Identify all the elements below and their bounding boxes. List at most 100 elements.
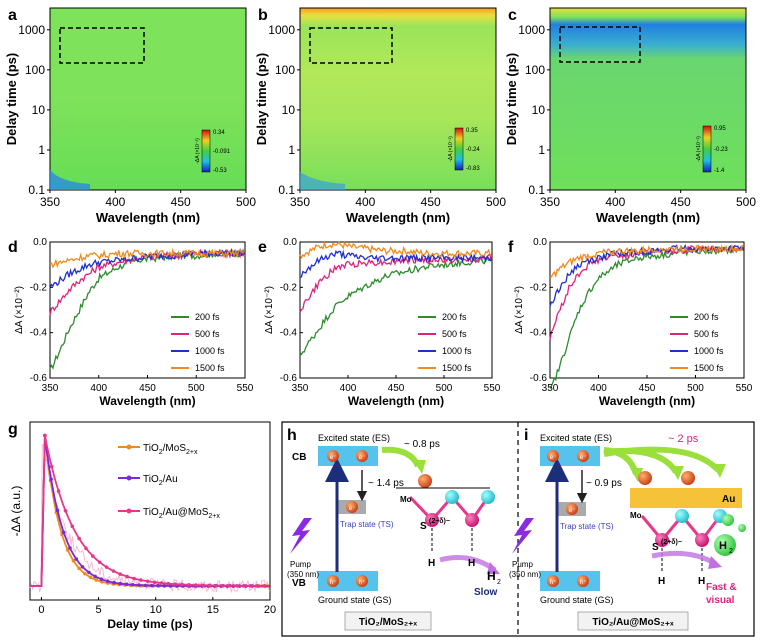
au-label: Au xyxy=(722,494,735,505)
h2-label-h: H xyxy=(487,569,496,583)
legend-label: 200 fs xyxy=(694,312,719,322)
data-point xyxy=(193,583,198,587)
colorbar-title: -ΔA (×10⁻²) xyxy=(195,138,201,164)
x-tick-label: 350 xyxy=(290,195,310,209)
data-point xyxy=(84,546,88,551)
x-tick-label: 500 xyxy=(436,383,453,394)
x-tick-label: 450 xyxy=(388,383,405,394)
y-tick-label: -0.6 xyxy=(280,373,298,384)
data-point xyxy=(131,582,135,587)
data-point xyxy=(241,584,246,588)
y-tick-label: 0.1 xyxy=(28,183,45,197)
data-point xyxy=(112,580,116,585)
series-line-200-fs xyxy=(299,256,493,356)
slow-label: Slow xyxy=(474,587,498,598)
hole-i-1 xyxy=(547,575,559,587)
data-point xyxy=(87,570,91,575)
data-point xyxy=(149,583,154,588)
x-tick-label: 450 xyxy=(671,195,691,209)
panel-label: g xyxy=(8,421,18,438)
trap-label-h: Trap state (TS) xyxy=(340,520,394,529)
data-point xyxy=(228,583,232,588)
x-tick-label: 400 xyxy=(355,195,375,209)
hole-i-2 xyxy=(577,575,589,587)
legend-label: 500 fs xyxy=(442,329,467,339)
legend-label: 1000 fs xyxy=(694,346,724,356)
series-line-1500-fs xyxy=(549,243,744,279)
data-point xyxy=(221,583,225,588)
data-point xyxy=(104,565,109,569)
vb-label: VB xyxy=(292,578,306,589)
data-point xyxy=(124,582,129,587)
data-point xyxy=(166,581,171,586)
hole-h-1 xyxy=(327,575,339,587)
data-point xyxy=(105,579,110,583)
s-charge-i: (2+δ)− xyxy=(661,539,682,546)
data-point xyxy=(70,524,75,529)
raw-trace xyxy=(29,444,271,594)
x-tick-label: 350 xyxy=(42,383,59,394)
x-tick-label: 400 xyxy=(590,383,607,394)
y-tick-label: 10 xyxy=(532,103,546,117)
colorbar-max: 0.34 xyxy=(213,130,225,136)
panel-label: e xyxy=(258,239,267,256)
y-axis-label: ΔA (×10⁻²) xyxy=(14,286,25,334)
footer-box-h xyxy=(344,611,432,631)
y-tick-label: 0.0 xyxy=(533,237,547,248)
data-point xyxy=(56,489,61,493)
y-tick-label: -0.4 xyxy=(530,328,548,339)
data-point xyxy=(168,584,173,588)
colorbar-mid: -0.091 xyxy=(213,149,231,155)
data-point xyxy=(162,583,167,588)
x-tick-label: 350 xyxy=(540,195,560,209)
x-tick-label: 450 xyxy=(639,383,656,394)
data-point xyxy=(214,583,219,588)
mo-label-i: Mo xyxy=(630,511,642,520)
s-label-h: S xyxy=(420,521,427,532)
y-axis-label: Delay time (ps) xyxy=(504,53,519,145)
electron-i-2 xyxy=(577,450,589,462)
plot-frame xyxy=(49,241,246,379)
y-tick-label: 1000 xyxy=(18,23,45,37)
y-tick-label: 100 xyxy=(275,63,295,77)
electron-i-au-1 xyxy=(638,471,652,485)
legend-label: 500 fs xyxy=(195,329,220,339)
footer-label-i: TiO₂/Au@MoS₂₊ₓ xyxy=(592,617,674,628)
y-axis-label: Delay time (ps) xyxy=(254,53,269,145)
h2-sub-h: 2 xyxy=(497,579,501,586)
legend-label: TiO2/Au@MoS2+x xyxy=(143,507,220,520)
es-label-h: Excited state (ES) xyxy=(318,433,390,443)
mo-label-h: Mo xyxy=(400,495,412,504)
y-tick-label: 1000 xyxy=(518,23,545,37)
x-tick-label: 450 xyxy=(139,383,156,394)
y-tick-label: 0.1 xyxy=(528,183,545,197)
electron-symbol: e⁻ xyxy=(330,455,337,461)
au-layer xyxy=(630,488,742,508)
y-tick-label: 0.1 xyxy=(278,183,295,197)
data-point xyxy=(159,581,164,585)
x-tick-label: 10 xyxy=(150,604,162,616)
data-point xyxy=(235,583,239,588)
footer-label-h: TiO₂/MoS₂₊ₓ xyxy=(359,617,418,628)
legend-label: 200 fs xyxy=(195,312,220,322)
series-line-500-fs xyxy=(549,245,744,340)
y-tick-label: -0.6 xyxy=(30,373,48,384)
legend-label: 1000 fs xyxy=(442,346,472,356)
cb-label: CB xyxy=(292,452,306,463)
series-line-200-fs xyxy=(549,245,744,389)
y-tick-label: 1 xyxy=(288,143,295,157)
data-point xyxy=(63,508,68,513)
panel-label: b xyxy=(258,7,268,24)
colorbar-mid: -0.24 xyxy=(466,147,480,153)
plot-frame xyxy=(549,241,745,379)
pump-label-i: Pump xyxy=(512,560,533,569)
x-tick-label: 500 xyxy=(486,195,506,209)
fast-label: Fast & xyxy=(706,582,737,593)
hole-symbol: h⁺ xyxy=(580,579,587,586)
h2-label-i: H xyxy=(719,540,727,552)
y-tick-label: -0.4 xyxy=(30,328,48,339)
x-tick-label: 400 xyxy=(340,383,357,394)
data-point xyxy=(156,583,160,588)
data-point xyxy=(145,579,150,584)
